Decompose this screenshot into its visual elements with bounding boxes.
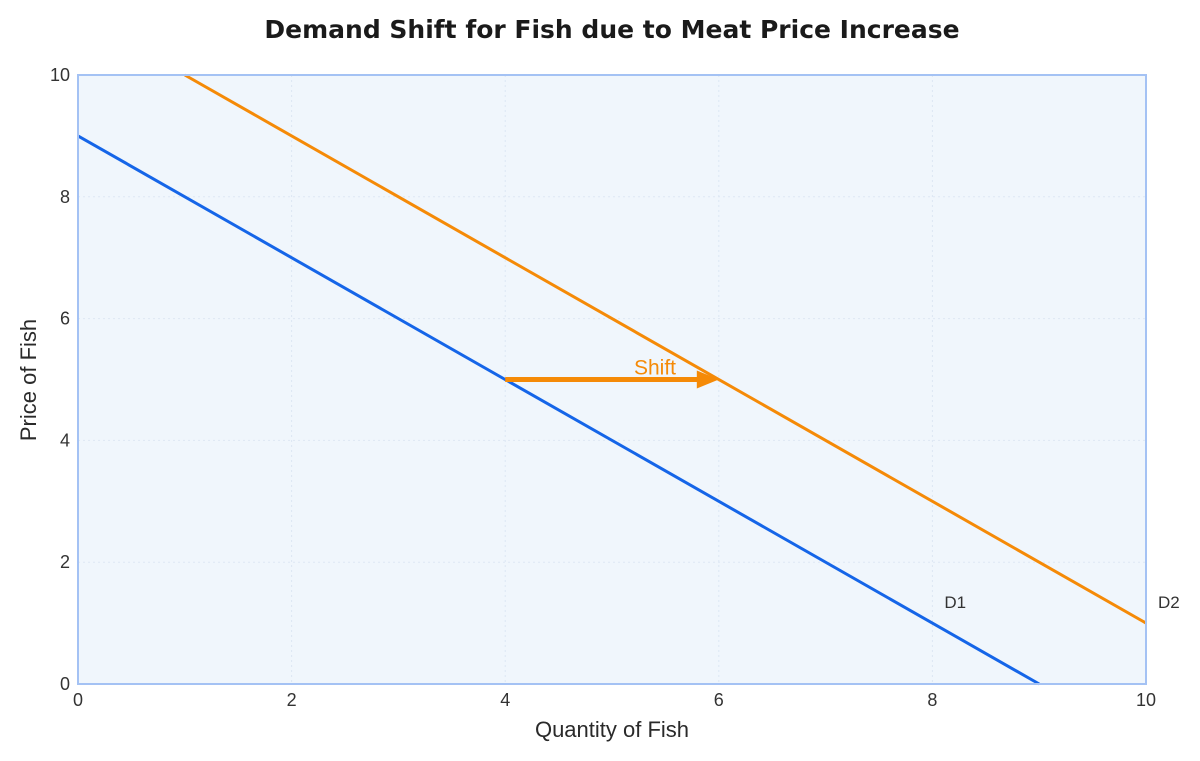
x-axis-label: Quantity of Fish <box>535 717 689 742</box>
x-tick-label: 4 <box>500 690 510 710</box>
plot-frame <box>77 74 1147 685</box>
y-axis-label: Price of Fish <box>16 319 41 441</box>
series-line-d2 <box>184 73 1147 625</box>
curve-label-d1: D1 <box>944 593 966 612</box>
y-tick-label: 8 <box>60 187 70 207</box>
chart-title: Demand Shift for Fish due to Meat Price … <box>264 15 959 44</box>
y-tick-label: 0 <box>60 674 70 694</box>
annotation-group: Shift <box>505 357 719 389</box>
curve-label-d2: D2 <box>1158 593 1180 612</box>
y-tick-label: 4 <box>60 430 70 450</box>
x-tick-label: 0 <box>73 690 83 710</box>
x-tick-label: 6 <box>714 690 724 710</box>
series-group <box>77 73 1147 686</box>
shift-arrow-head <box>696 370 719 389</box>
shift-label: Shift <box>634 357 676 380</box>
x-axis-ticks: 0 2 4 6 8 10 <box>73 690 1156 710</box>
x-tick-label: 10 <box>1136 690 1156 710</box>
series-line-d1 <box>77 134 1040 686</box>
y-tick-label: 2 <box>60 552 70 572</box>
y-axis-ticks: 0 2 4 6 8 10 <box>50 65 70 694</box>
y-tick-label: 6 <box>60 309 70 329</box>
x-tick-label: 8 <box>927 690 937 710</box>
curve-labels: D1 D2 <box>944 593 1179 612</box>
x-tick-label: 2 <box>287 690 297 710</box>
y-tick-label: 10 <box>50 65 70 85</box>
